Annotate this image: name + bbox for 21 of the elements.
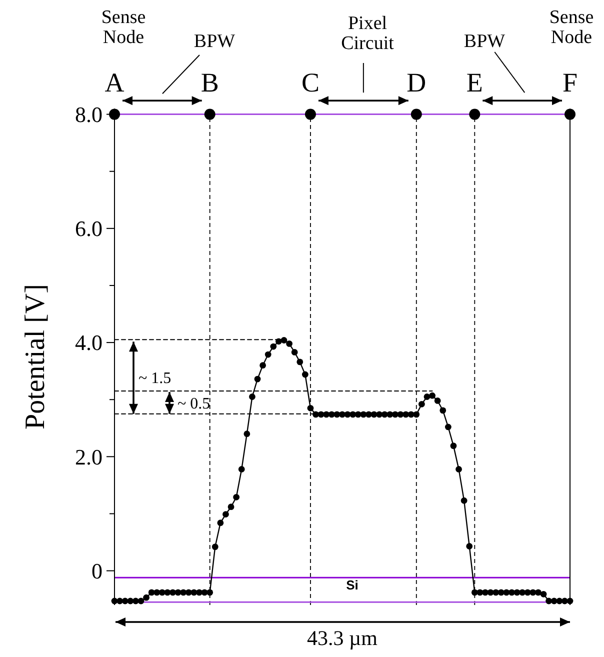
annotation: ~ 0.5 (178, 395, 210, 412)
x-tick-label: E (466, 68, 483, 98)
y-tick-label: 4.0 (75, 330, 102, 356)
text: BPW (194, 31, 236, 52)
y-axis-title: Potential [V] (20, 284, 51, 430)
y-tick-label: 2.0 (75, 444, 102, 470)
x-tick-label: D (406, 68, 426, 98)
text: Pixel Circuit (341, 13, 395, 54)
text: 43.3 µm (307, 626, 378, 650)
text: Sense Node (101, 7, 146, 48)
x-tick-label: B (200, 68, 219, 98)
text: BPW (464, 31, 506, 52)
y-tick-label: 0 (92, 558, 102, 584)
x-tick-label: C (301, 68, 320, 98)
x-tick-label: F (562, 68, 578, 98)
ref-line-label: Si (346, 578, 358, 593)
annotation: ~ 1.5 (138, 370, 172, 387)
y-tick-label: 6.0 (75, 216, 102, 242)
text: Sense Node (549, 7, 594, 48)
y-tick-label: 8.0 (75, 102, 102, 128)
x-tick-label: A (104, 68, 125, 98)
